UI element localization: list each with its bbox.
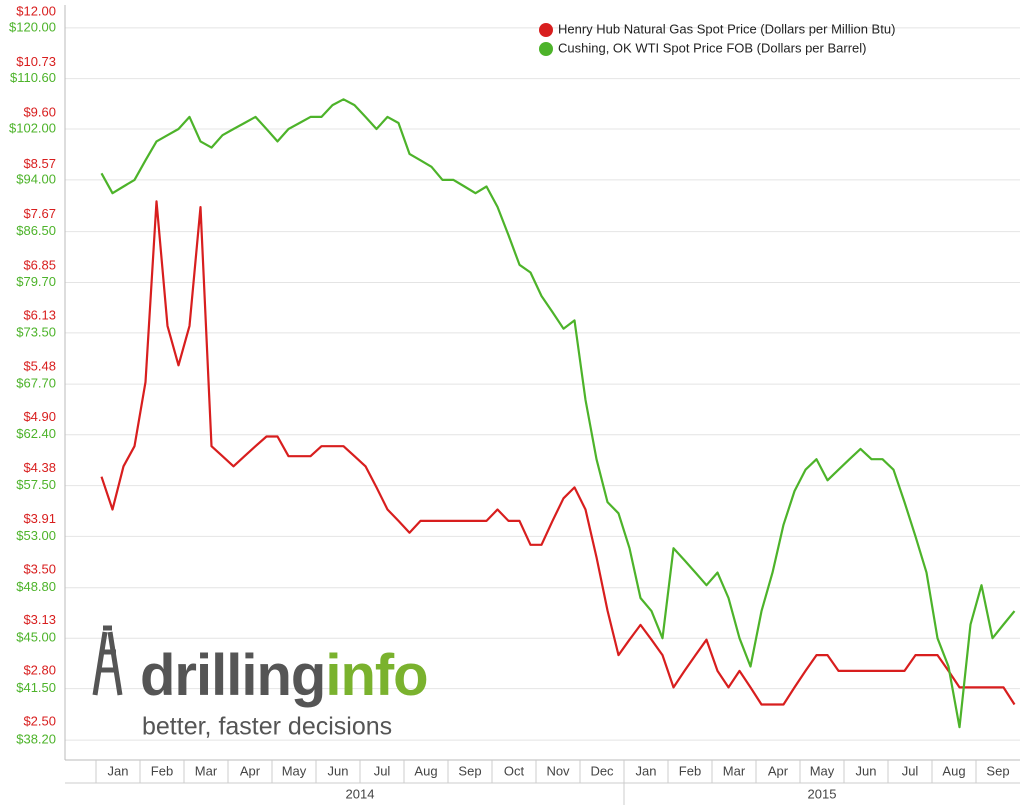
- logo: drillinginfo better, faster decisions: [92, 625, 429, 741]
- x-tick-label: Sep: [986, 763, 1009, 778]
- x-tick-label: Mar: [195, 763, 218, 778]
- x-tick-label: Apr: [768, 763, 789, 778]
- y2-tick-label: $41.50: [16, 680, 56, 695]
- y2-tick-label: $62.40: [16, 426, 56, 441]
- y2-tick-label: $57.50: [16, 477, 56, 492]
- logo-icon: [92, 625, 123, 696]
- y2-tick-label: $120.00: [9, 19, 56, 34]
- x-tick-label: May: [810, 763, 835, 778]
- y2-tick-label: $94.00: [16, 171, 56, 186]
- legend-label: Cushing, OK WTI Spot Price FOB (Dollars …: [558, 40, 866, 55]
- y-tick-label: $12.00: [16, 4, 56, 19]
- y2-tick-label: $48.80: [16, 579, 56, 594]
- y-tick-label: $7.67: [23, 206, 56, 221]
- x-tick-label: Apr: [240, 763, 261, 778]
- x-tick-label: Aug: [942, 763, 965, 778]
- year-label: 2015: [808, 786, 837, 801]
- y-tick-label: $6.13: [23, 308, 56, 323]
- x-tick-label: Jun: [856, 763, 877, 778]
- y-tick-label: $3.50: [23, 561, 56, 576]
- y-tick-label: $10.73: [16, 54, 56, 69]
- y-tick-label: $5.48: [23, 358, 56, 373]
- y2-tick-label: $102.00: [9, 120, 56, 135]
- logo-tagline: better, faster decisions: [142, 713, 392, 741]
- y2-tick-label: $86.50: [16, 223, 56, 238]
- y-tick-label: $4.90: [23, 409, 56, 424]
- y2-tick-label: $53.00: [16, 528, 56, 543]
- x-tick-label: Aug: [414, 763, 437, 778]
- x-tick-label: Nov: [546, 763, 570, 778]
- x-tick-label: Oct: [504, 763, 525, 778]
- series-line: [100, 200, 1016, 706]
- logo-word-1: drilling: [140, 643, 325, 708]
- y2-tick-label: $79.70: [16, 274, 56, 289]
- y-tick-label: $8.57: [23, 156, 56, 171]
- x-tick-label: Feb: [151, 763, 173, 778]
- y-tick-label: $6.85: [23, 257, 56, 272]
- x-tick-label: Jan: [108, 763, 129, 778]
- year-label: 2014: [346, 786, 375, 801]
- legend-marker: [539, 42, 553, 56]
- y-tick-label: $3.13: [23, 612, 56, 627]
- y2-tick-label: $67.70: [16, 376, 56, 391]
- y2-tick-label: $38.20: [16, 732, 56, 747]
- x-tick-label: Feb: [679, 763, 701, 778]
- y2-tick-label: $45.00: [16, 630, 56, 645]
- y2-tick-label: $110.60: [10, 70, 56, 85]
- x-tick-label: Jul: [374, 763, 391, 778]
- legend-marker: [539, 23, 553, 37]
- legend: Henry Hub Natural Gas Spot Price (Dollar…: [539, 21, 895, 56]
- series-line: [100, 98, 1016, 729]
- x-tick-label: Jul: [902, 763, 919, 778]
- y-tick-label: $2.50: [23, 714, 56, 729]
- y-tick-label: $3.91: [23, 511, 56, 526]
- x-tick-label: May: [282, 763, 307, 778]
- logo-word-2: info: [325, 643, 427, 708]
- x-tick-label: Jun: [328, 763, 349, 778]
- x-tick-label: Sep: [458, 763, 481, 778]
- x-tick-label: Dec: [590, 763, 614, 778]
- y-tick-label: $2.80: [23, 662, 56, 677]
- x-tick-label: Mar: [723, 763, 746, 778]
- y2-tick-label: $73.50: [16, 324, 56, 339]
- x-tick-label: Jan: [636, 763, 657, 778]
- legend-label: Henry Hub Natural Gas Spot Price (Dollar…: [558, 21, 895, 36]
- y-tick-label: $9.60: [23, 105, 56, 120]
- y-tick-label: $4.38: [23, 460, 56, 475]
- logo-word: drillinginfo: [140, 643, 428, 708]
